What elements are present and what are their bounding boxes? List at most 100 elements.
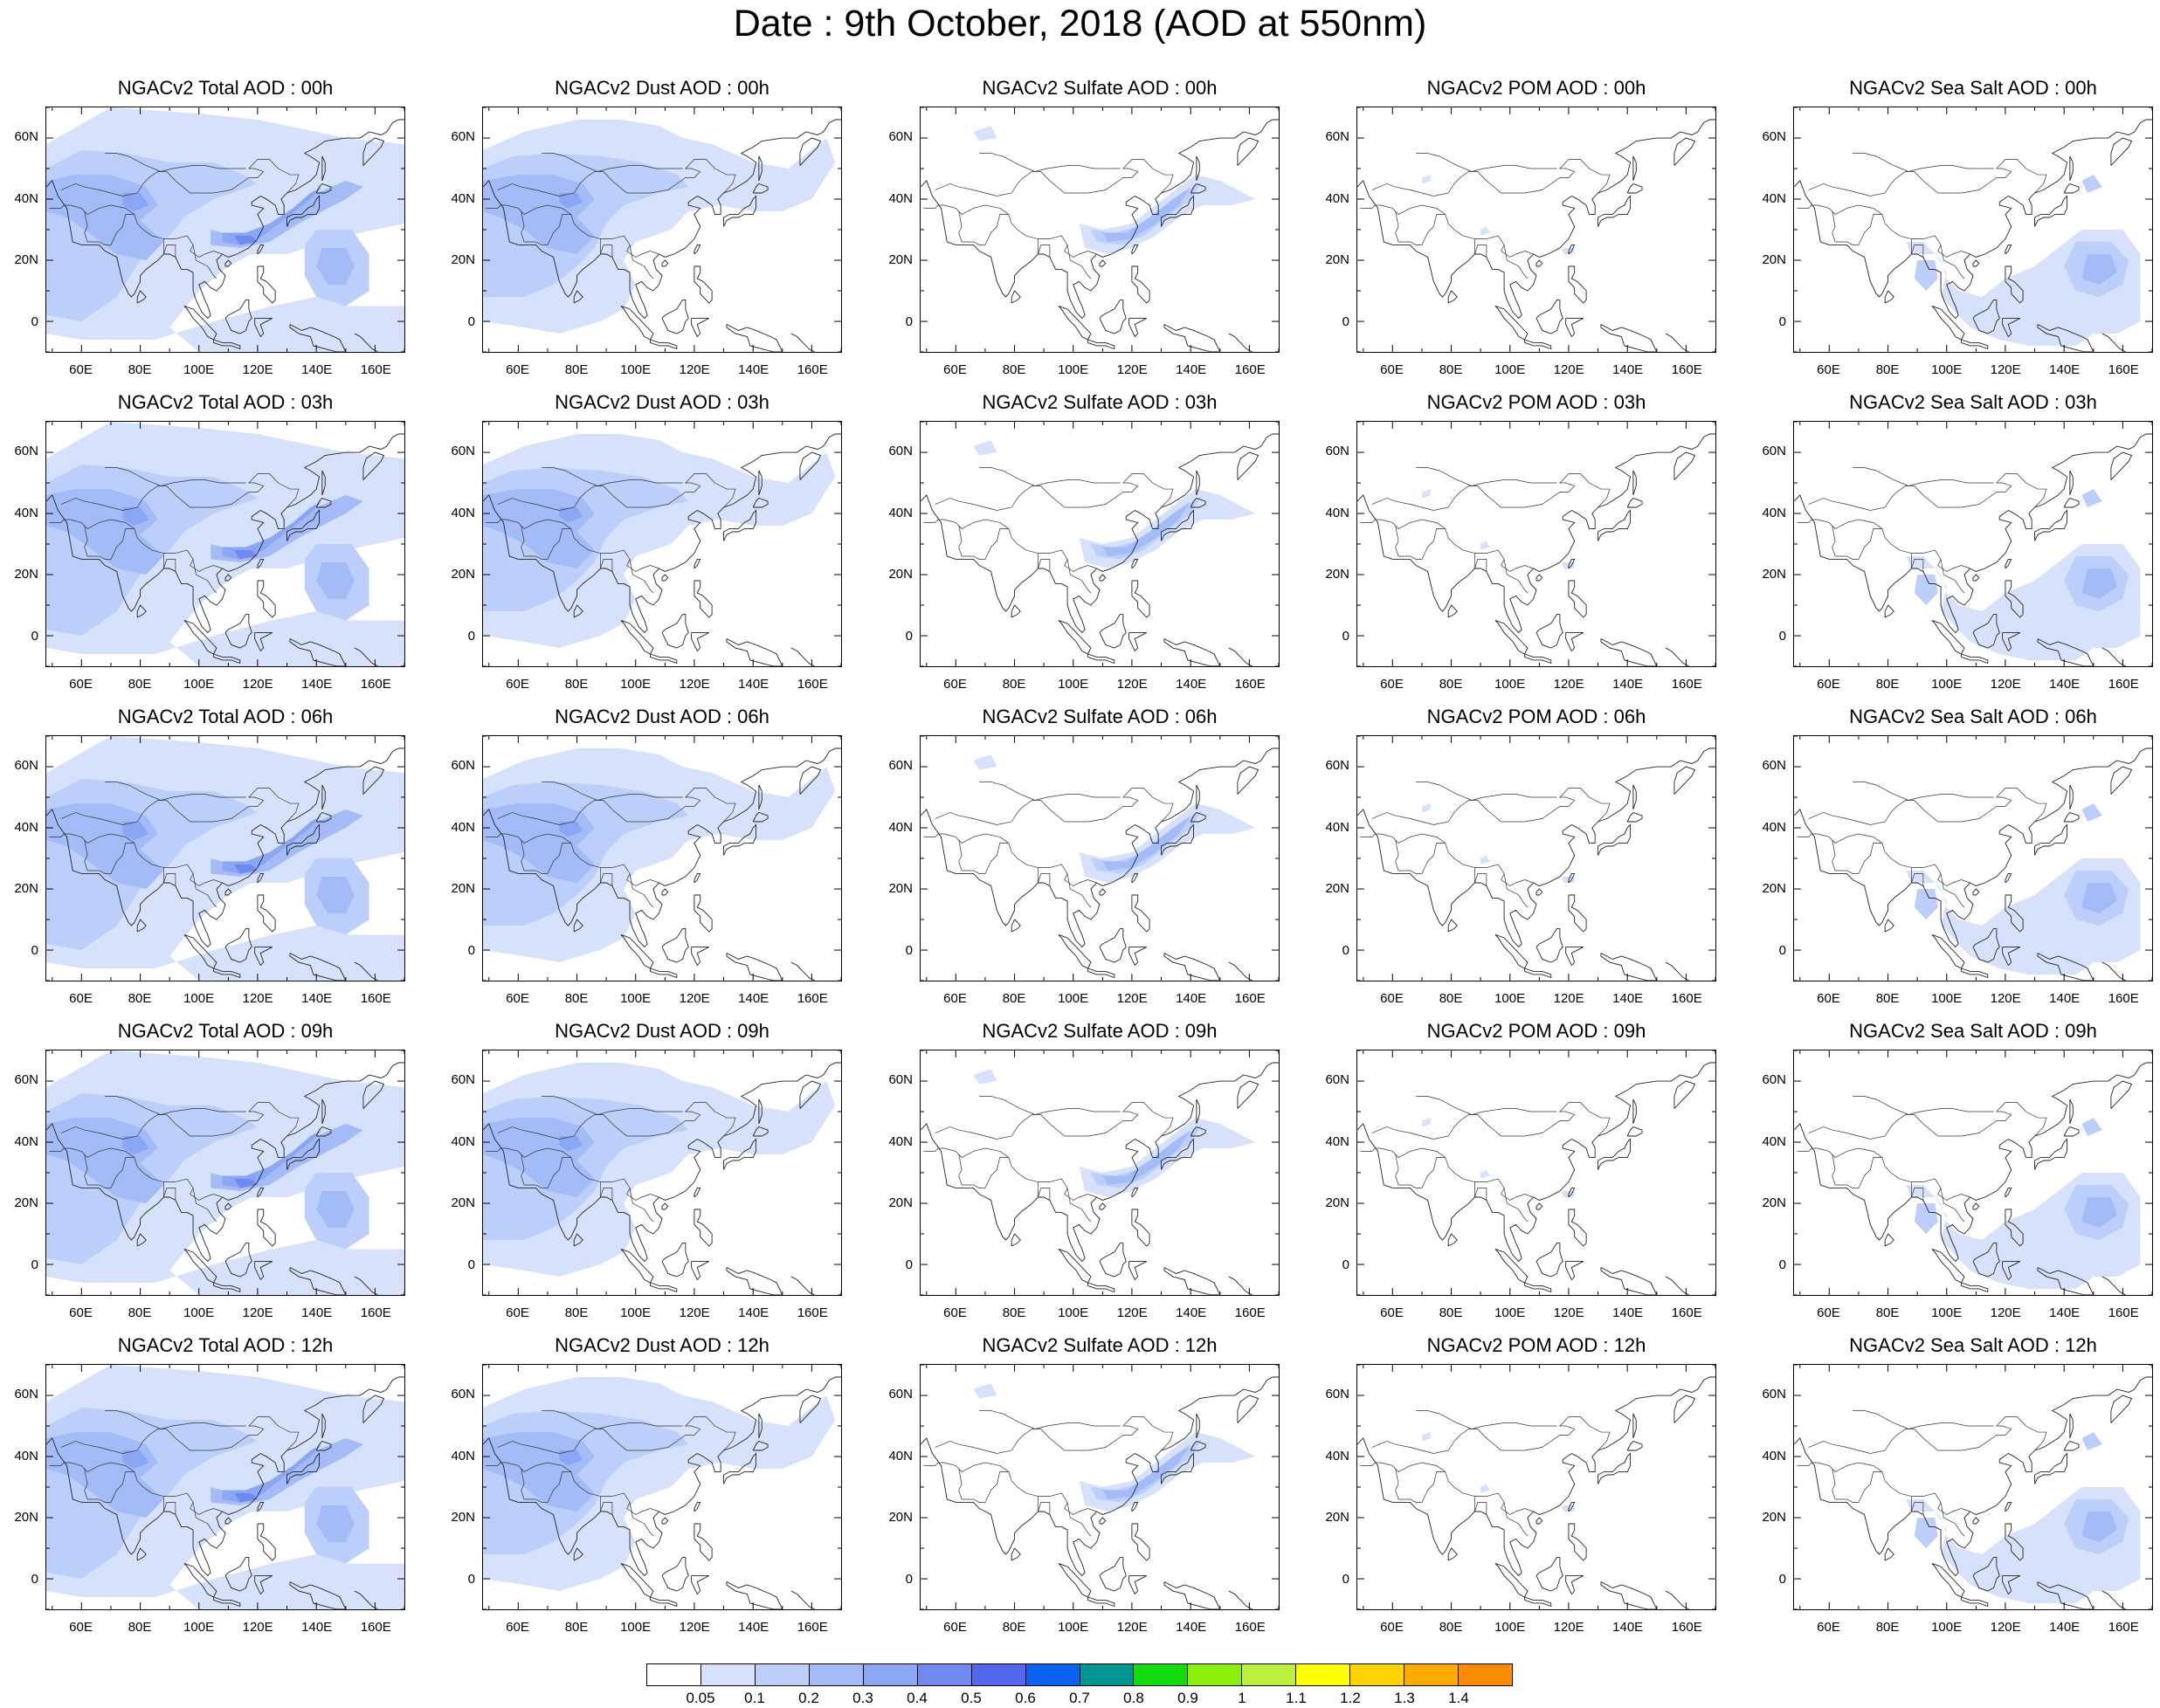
coastline-8 — [650, 339, 678, 350]
lon-tick-label: 140E — [738, 362, 769, 377]
coastline-5 — [694, 1502, 701, 1512]
coastline-1 — [2034, 1138, 2068, 1170]
country-border-4 — [1911, 1181, 1924, 1201]
aod-shading-total-6 — [122, 1136, 149, 1154]
lon-tick-label: 120E — [242, 1620, 273, 1635]
lat-tick-label: 0 — [467, 1257, 475, 1272]
aod-shading-total-4 — [210, 1124, 363, 1191]
country-border-0 — [1808, 159, 2047, 196]
aod-map-canvas — [1357, 107, 1715, 352]
coastline-10 — [2002, 1261, 2020, 1281]
lat-tick-label: 40N — [1325, 190, 1349, 206]
lat-tick-label: 40N — [14, 1448, 38, 1464]
country-border-2 — [958, 204, 1097, 258]
coastline-1 — [2034, 195, 2068, 227]
country-border-5 — [1066, 559, 1092, 594]
lon-tick-label: 140E — [1176, 1305, 1207, 1320]
lat-tick-label: 20N — [1325, 567, 1349, 582]
aod-shading-dust-3 — [559, 507, 583, 523]
coastline-1 — [723, 1452, 757, 1484]
map-frame — [45, 421, 405, 667]
coastline-7 — [620, 1563, 654, 1598]
colorbar-swatch — [1134, 1664, 1189, 1685]
lat-tick-label: 60N — [1762, 1387, 1786, 1402]
coastline-9 — [1535, 1557, 1563, 1592]
country-border-3 — [84, 1154, 135, 1188]
country-border-2 — [1832, 833, 1970, 886]
aod-shading-pom-2 — [1480, 541, 1490, 551]
country-border-2 — [84, 1462, 223, 1515]
coastline-2 — [1626, 497, 1643, 508]
lon-tick-label: 80E — [1439, 991, 1463, 1006]
aod-map-canvas — [46, 422, 404, 666]
lon-tick-label: 60E — [69, 1305, 93, 1320]
country-border-5 — [192, 873, 217, 908]
lon-tick-label: 100E — [1931, 362, 1963, 377]
coastline-7 — [1058, 1249, 1092, 1284]
coastline-12 — [1163, 1581, 1221, 1609]
coastline-5 — [1131, 1502, 1139, 1512]
country-border-0 — [1371, 1102, 1611, 1140]
aod-shading-total-7 — [222, 1444, 322, 1503]
aod-shading-seasalt-4 — [2081, 1432, 2102, 1450]
lat-tick-label: 40N — [451, 1448, 475, 1464]
coastline-11 — [1131, 580, 1150, 618]
country-border-2 — [1832, 519, 1970, 572]
country-border-3 — [958, 839, 1009, 874]
coastline-13 — [1884, 604, 1894, 618]
country-border-3 — [1832, 1154, 1882, 1188]
coastline-0 — [483, 119, 841, 320]
country-border-0 — [1371, 788, 1611, 825]
coastline-0 — [921, 747, 1279, 948]
map-frame — [920, 107, 1280, 353]
coastline-1 — [2034, 823, 2068, 856]
lat-tick-label: 40N — [1325, 1448, 1349, 1464]
lon-tick-label: 80E — [1439, 362, 1463, 377]
coastline-8 — [1961, 339, 1989, 350]
country-border-5 — [1940, 559, 1965, 594]
map-frame — [1793, 107, 2153, 353]
coastline-12 — [1600, 1581, 1658, 1609]
lon-tick-label: 100E — [620, 991, 652, 1006]
coastline-6 — [1099, 574, 1107, 582]
coastline-13 — [1447, 1233, 1458, 1247]
country-border-6 — [486, 1147, 521, 1155]
aod-map-canvas — [483, 107, 841, 352]
lon-tick-label: 120E — [1553, 1620, 1584, 1635]
coastline-13 — [136, 1233, 147, 1247]
panel-title: NGACv2 Sulfate AOD : 09h — [982, 1020, 1218, 1042]
coastline-2 — [2063, 497, 2080, 508]
coastline-8 — [1961, 1596, 1989, 1608]
country-border-2 — [1395, 204, 1534, 258]
lon-tick-label: 100E — [183, 677, 215, 692]
lon-tick-label: 100E — [183, 362, 215, 377]
country-border-1 — [542, 467, 683, 486]
coastline-1 — [286, 195, 321, 227]
lon-tick-label: 80E — [1875, 1620, 1900, 1635]
lon-tick-label: 140E — [301, 991, 333, 1006]
lat-tick-label: 20N — [1325, 881, 1349, 897]
lon-tick-label: 140E — [301, 677, 333, 692]
country-border-4 — [163, 553, 176, 572]
lon-tick-label: 80E — [1002, 991, 1026, 1006]
coastline-4 — [1673, 766, 1696, 795]
coastline-2 — [752, 1126, 769, 1137]
coastline-12 — [1163, 324, 1221, 352]
country-border-2 — [84, 1147, 223, 1201]
map-frame — [1356, 107, 1716, 353]
lat-tick-label: 40N — [14, 505, 38, 520]
aod-shading-sulfate-0 — [973, 125, 997, 141]
aod-shading-total-4 — [210, 809, 363, 877]
coastline-7 — [620, 620, 654, 655]
coastline-5 — [2005, 1188, 2012, 1198]
lon-tick-label: 100E — [183, 991, 215, 1006]
lon-tick-label: 140E — [738, 1620, 769, 1635]
lon-tick-label: 80E — [564, 1620, 589, 1635]
coastline-0 — [921, 1062, 1279, 1263]
coastline-9 — [1535, 614, 1563, 649]
country-border-2 — [1832, 204, 1970, 258]
coastline-14 — [790, 1276, 815, 1295]
aod-shading-seasalt-4 — [2081, 489, 2102, 507]
lon-tick-label: 120E — [242, 677, 273, 692]
map-frame — [45, 1050, 405, 1296]
